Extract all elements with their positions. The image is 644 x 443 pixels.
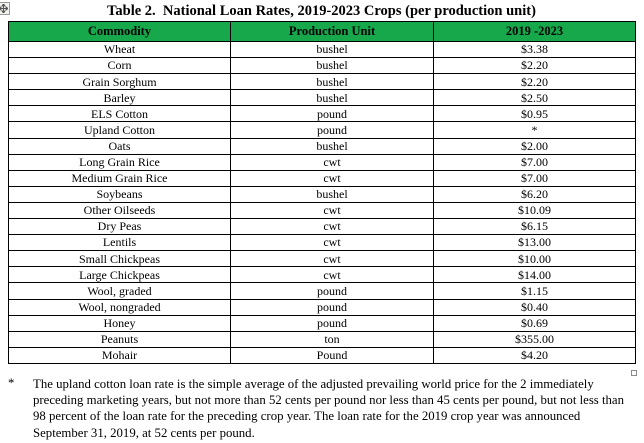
commodity-cell: Upland Cotton [8,121,231,139]
unit-cell: cwt [230,169,434,187]
unit-cell: bushel [230,137,434,155]
commodity-cell: Long Grain Rice [8,153,231,171]
rate-cell: $14.00 [433,266,636,284]
table-header-row: Commodity Production Unit 2019 -2023 [8,21,636,42]
rate-cell: $7.00 [433,153,636,171]
unit-cell: cwt [230,218,434,236]
commodity-cell: Mohair [8,346,231,364]
table-row: Long Grain Rice cwt $7.00 [8,153,636,171]
table-row: Other Oilseeds cwt $10.09 [8,201,636,220]
rate-cell: $1.15 [433,282,636,300]
rate-cell: * [433,121,636,139]
rate-cell: $3.38 [433,40,636,59]
commodity-cell: ELS Cotton [8,105,231,123]
unit-cell: pound [230,121,434,139]
table-row: ELS Cotton pound $0.95 [8,105,636,123]
unit-cell: Pound [230,346,434,364]
rate-cell: $6.15 [433,218,636,236]
production-unit-header: Production Unit [230,21,434,42]
unit-cell: pound [230,105,434,123]
unit-cell: bushel [230,73,434,91]
unit-cell: cwt [230,201,434,220]
commodity-header: Commodity [8,21,231,42]
table-row: Mohair Pound $4.20 [8,346,636,364]
table-row: Large Chickpeas cwt $14.00 [8,266,636,284]
rate-cell: $10.09 [433,201,636,220]
commodity-cell: Large Chickpeas [8,266,231,284]
footnote: * The upland cotton loan rate is the sim… [8,376,636,441]
rate-cell: $2.50 [433,89,636,107]
rate-cell: $355.00 [433,330,636,348]
table-move-handle-icon[interactable] [0,2,10,15]
commodity-cell: Wheat [8,40,231,59]
rate-cell: $2.20 [433,57,636,75]
rate-cell: $10.00 [433,250,636,268]
commodity-cell: Grain Sorghum [8,73,231,91]
commodity-cell: Wool, graded [8,282,231,300]
commodity-cell: Dry Peas [8,218,231,236]
unit-cell: cwt [230,266,434,284]
commodity-cell: Honey [8,314,231,332]
rate-cell: $7.00 [433,169,636,187]
unit-cell: pound [230,314,434,332]
rate-cell: $0.95 [433,105,636,123]
table-title: Table 2. National Loan Rates, 2019-2023 … [107,3,536,19]
table-row: Small Chickpeas cwt $10.00 [8,250,636,268]
table-row: Honey pound $0.69 [8,314,636,332]
table-row: Lentils cwt $13.00 [8,234,636,252]
commodity-cell: Oats [8,137,231,155]
table-row: Oats bushel $2.00 [8,137,636,155]
table-row: Wool, nongraded pound $0.40 [8,298,636,316]
unit-cell: bushel [230,89,434,107]
unit-cell: ton [230,330,434,348]
table-row: Medium Grain Rice cwt $7.00 [8,169,636,187]
commodity-cell: Lentils [8,234,231,252]
anchor-square-icon [631,370,637,376]
commodity-cell: Other Oilseeds [8,201,231,220]
four-way-arrow-icon [0,4,8,13]
unit-cell: bushel [230,185,434,203]
unit-cell: pound [230,298,434,316]
footnote-text: The upland cotton loan rate is the simpl… [33,377,625,440]
table-body: Wheat bushel $3.38 Corn bushel $2.20 Grain Sor… [8,40,636,364]
rate-cell: $0.69 [433,314,636,332]
commodity-cell: Wool, nongraded [8,298,231,316]
unit-cell: cwt [230,153,434,171]
footnote-marker: * [8,376,15,390]
table-row: Soybeans bushel $6.20 [8,185,636,203]
commodity-cell: Barley [8,89,231,107]
table-row: Wool, graded pound $1.15 [8,282,636,300]
unit-cell: bushel [230,40,434,59]
loan-rates-table: Commodity Production Unit 2019 -2023 Whe… [8,21,636,364]
commodity-cell: Peanuts [8,330,231,348]
rate-cell: $6.20 [433,185,636,203]
rate-cell: $0.40 [433,298,636,316]
unit-cell: bushel [230,57,434,75]
table-row: Dry Peas cwt $6.15 [8,218,636,236]
rate-cell: $4.20 [433,346,636,364]
unit-cell: cwt [230,250,434,268]
commodity-cell: Corn [8,57,231,75]
commodity-cell: Medium Grain Rice [8,169,231,187]
table-row: Peanuts ton $355.00 [8,330,636,348]
table-row: Corn bushel $2.20 [8,57,636,75]
unit-cell: cwt [230,234,434,252]
rate-period-header: 2019 -2023 [433,21,636,42]
rate-cell: $2.20 [433,73,636,91]
table-row: Wheat bushel $3.38 [8,40,636,59]
commodity-cell: Soybeans [8,185,231,203]
unit-cell: pound [230,282,434,300]
rate-cell: $13.00 [433,234,636,252]
table-row: Grain Sorghum bushel $2.20 [8,73,636,91]
table-row: Upland Cotton pound * [8,121,636,139]
rate-cell: $2.00 [433,137,636,155]
table-row: Barley bushel $2.50 [8,89,636,107]
commodity-cell: Small Chickpeas [8,250,231,268]
